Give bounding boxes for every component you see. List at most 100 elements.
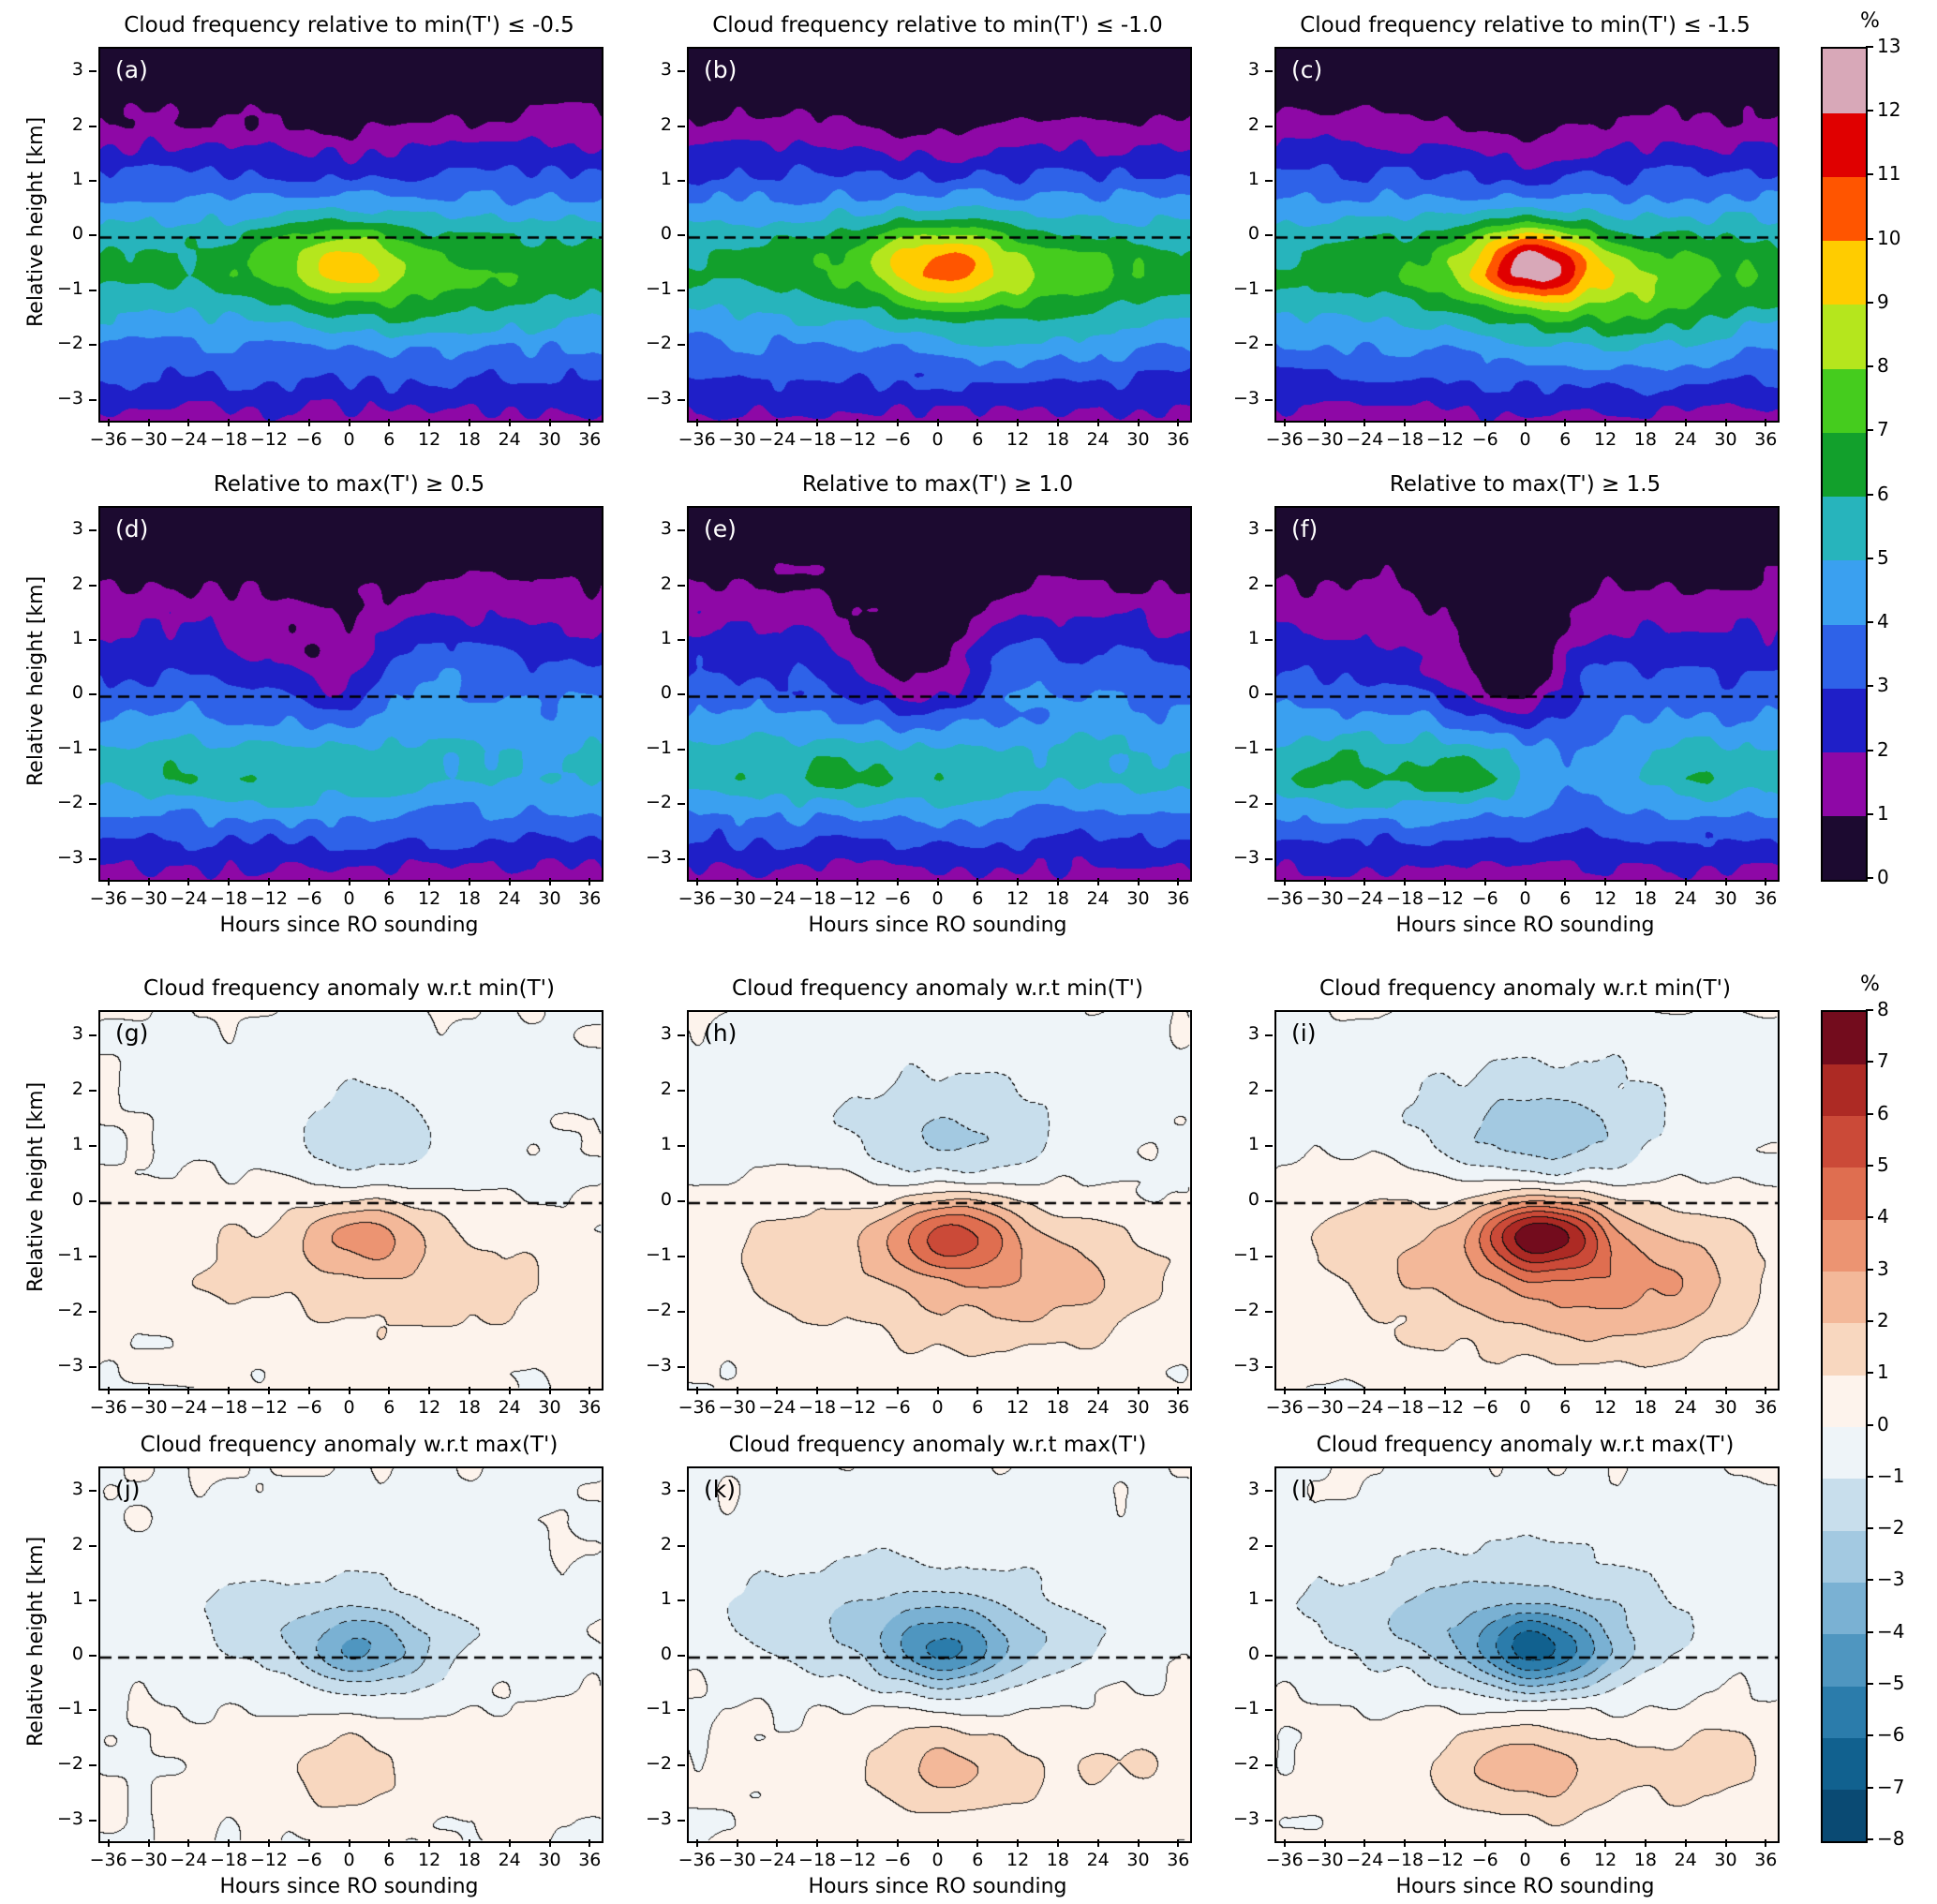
panel-c-title: Cloud frequency relative to min(T') ≤ -1… xyxy=(1300,13,1751,37)
y-tick-label: 2 xyxy=(1247,1078,1259,1099)
x-tick-mark xyxy=(736,1387,738,1394)
x-tick-label: −18 xyxy=(210,1850,248,1870)
colorbar-tick-mark xyxy=(1866,1734,1873,1737)
x-tick-label: −6 xyxy=(884,888,911,909)
y-tick-mark xyxy=(89,180,97,183)
x-tick-label: 18 xyxy=(1046,1397,1069,1418)
y-tick-label: 3 xyxy=(71,59,83,81)
panel-e-plot-area: (e) xyxy=(687,506,1192,882)
x-tick-label: −6 xyxy=(884,1397,911,1418)
y-tick-mark xyxy=(678,1311,685,1314)
x-tick-label: −36 xyxy=(1265,888,1304,909)
x-tick-mark xyxy=(816,419,819,426)
y-tick-label: −1 xyxy=(56,277,83,299)
y-tick-label: 1 xyxy=(1247,628,1259,649)
x-tick-mark xyxy=(1056,1387,1059,1394)
x-tick-mark xyxy=(508,878,511,885)
y-tick-mark xyxy=(678,180,685,183)
x-tick-label: −30 xyxy=(1305,1850,1344,1870)
y-tick-mark xyxy=(89,529,97,532)
x-tick-mark xyxy=(976,878,979,885)
x-tick-mark xyxy=(1017,419,1020,426)
x-tick-mark xyxy=(388,878,391,885)
x-tick-label: 6 xyxy=(1559,888,1572,909)
x-tick-mark xyxy=(736,878,738,885)
colorbar-tick-mark xyxy=(1866,1838,1873,1840)
y-tick-label: 1 xyxy=(1247,169,1259,190)
x-tick-label: 30 xyxy=(538,429,561,450)
panel-e-letter-label: (e) xyxy=(704,515,737,543)
y-tick-label: 1 xyxy=(71,628,83,649)
y-tick-mark xyxy=(89,1089,97,1092)
x-tick-label: 30 xyxy=(1714,1397,1737,1418)
colorbar-tick-mark xyxy=(1866,557,1873,559)
x-tick-mark xyxy=(1644,878,1646,885)
x-tick-mark xyxy=(1724,1839,1727,1847)
panel-i-letter-label: (i) xyxy=(1291,1019,1317,1047)
y-tick-label: −3 xyxy=(645,387,672,409)
x-tick-label: 12 xyxy=(1594,1850,1617,1870)
y-tick-mark xyxy=(678,1490,685,1493)
y-tick-label: 2 xyxy=(71,1078,83,1099)
x-tick-mark xyxy=(1177,1839,1180,1847)
y-tick-label: 3 xyxy=(1247,1479,1259,1500)
panel-g-title: Cloud frequency anomaly w.r.t min(T') xyxy=(143,976,555,1001)
x-tick-mark xyxy=(147,419,150,426)
x-tick-mark xyxy=(589,1387,591,1394)
x-tick-mark xyxy=(388,419,391,426)
y-tick-label: 3 xyxy=(660,59,672,81)
y-tick-label: −3 xyxy=(56,1807,83,1829)
colorbar-segment xyxy=(1823,176,1866,242)
panel-i-plot-area: (i) xyxy=(1274,1010,1780,1391)
x-tick-mark xyxy=(856,878,858,885)
x-tick-label: 24 xyxy=(1674,1850,1697,1870)
x-tick-label: −12 xyxy=(1425,429,1464,450)
y-tick-mark xyxy=(89,1599,97,1602)
y-tick-label: −1 xyxy=(56,1244,83,1266)
colorbar-segment xyxy=(1823,1219,1866,1272)
x-tick-label: −24 xyxy=(170,888,208,909)
x-tick-label: −18 xyxy=(1386,1397,1424,1418)
colorbar-tick-mark xyxy=(1866,1112,1873,1115)
x-tick-mark xyxy=(1644,1839,1646,1847)
y-tick-label: −1 xyxy=(645,1244,672,1266)
x-tick-label: −24 xyxy=(758,1397,797,1418)
x-tick-label: −36 xyxy=(678,1850,716,1870)
x-tick-label: −6 xyxy=(295,429,322,450)
x-tick-label: 30 xyxy=(1126,1850,1150,1870)
panel-j: Cloud frequency anomaly w.r.t max(T') (j)… xyxy=(57,1433,603,1870)
y-tick-label: −1 xyxy=(1232,736,1259,758)
x-tick-mark xyxy=(107,419,110,426)
y-axis-label: Relative height [km] xyxy=(24,575,48,786)
colorbar-tick-mark xyxy=(1866,1164,1873,1167)
x-tick-mark xyxy=(1096,1839,1099,1847)
x-tick-label: −24 xyxy=(1346,1850,1384,1870)
x-tick-mark xyxy=(695,1387,698,1394)
x-tick-mark xyxy=(1177,419,1180,426)
x-tick-label: 24 xyxy=(1086,888,1110,909)
x-tick-label: 24 xyxy=(1674,429,1697,450)
panel-l-letter-label: (l) xyxy=(1291,1476,1317,1503)
y-tick-mark xyxy=(1265,1311,1273,1314)
y-tick-label: −3 xyxy=(56,387,83,409)
x-tick-mark xyxy=(508,1839,511,1847)
x-tick-mark xyxy=(468,419,470,426)
x-tick-label: 30 xyxy=(1714,1850,1737,1870)
y-tick-label: 0 xyxy=(1247,223,1259,245)
x-tick-label: −24 xyxy=(170,1850,208,1870)
x-tick-mark xyxy=(1404,419,1407,426)
y-tick-mark xyxy=(1265,1144,1273,1147)
panel-a-plot-area: (a) xyxy=(98,47,603,423)
y-tick-label: −3 xyxy=(56,1355,83,1376)
y-tick-label: 0 xyxy=(71,682,83,704)
panel-b-letter-label: (b) xyxy=(704,56,738,83)
x-tick-mark xyxy=(695,419,698,426)
x-tick-mark xyxy=(1483,1839,1486,1847)
colorbar-tick-label: 4 xyxy=(1877,1205,1889,1228)
y-tick-label: 0 xyxy=(71,223,83,245)
panel-b-title: Cloud frequency relative to min(T') ≤ -1… xyxy=(712,13,1163,37)
x-tick-label: −36 xyxy=(1265,429,1304,450)
x-tick-mark xyxy=(1564,1839,1567,1847)
x-tick-mark xyxy=(1323,1387,1326,1394)
